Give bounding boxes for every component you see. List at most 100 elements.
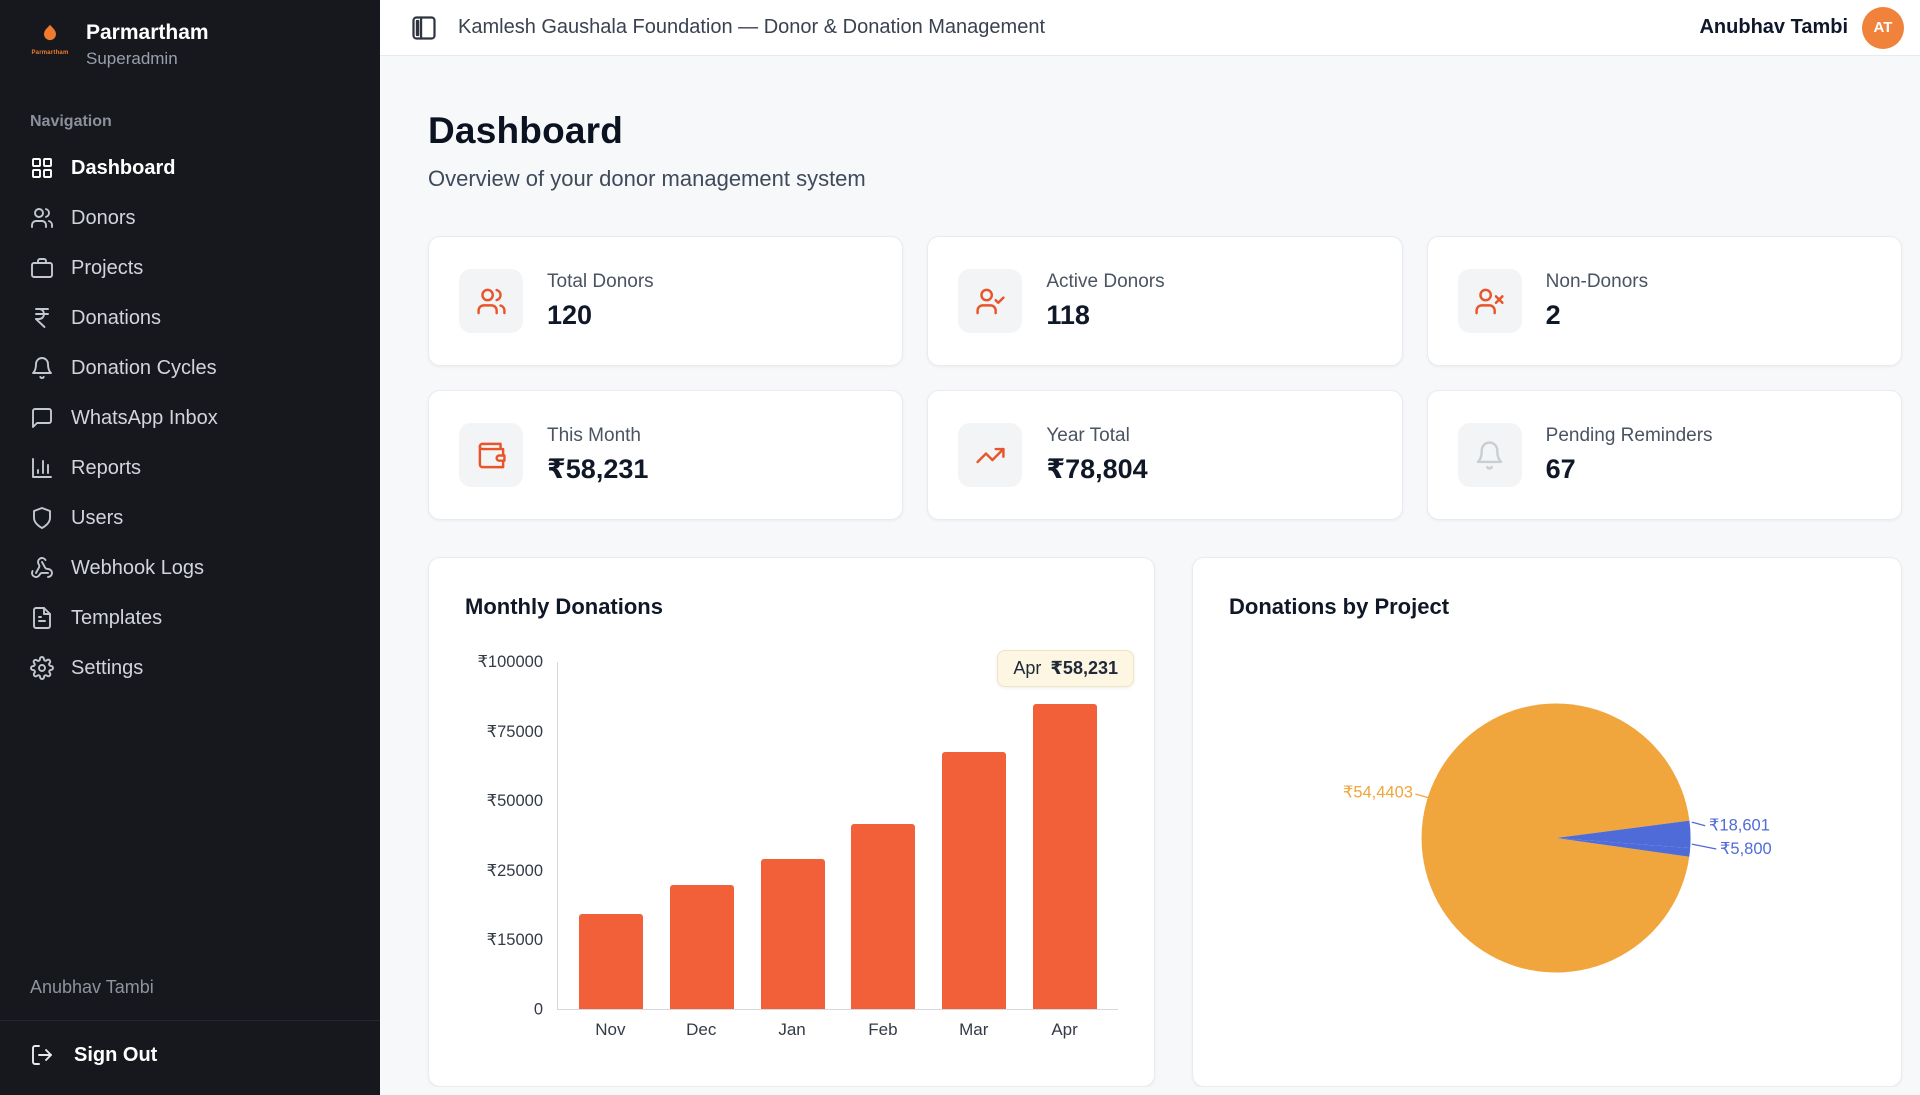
pie-chart: ₹54,4403 ₹18,601 ₹5,800 [1343,703,1772,973]
sidebar-item-label: Webhook Logs [71,556,205,579]
tooltip-value: ₹58,231 [1050,658,1118,678]
template-icon [33,607,51,630]
stat-value: 2 [1545,300,1561,330]
donors-icon [476,288,506,314]
sidebar-toggle-icon[interactable] [410,14,438,42]
sidebar-nav: Navigation Dashboard Donors Projects Don… [0,77,380,693]
avatar[interactable]: AT [1862,6,1904,49]
top-bar-user-name: Anubhav Tambi [1699,16,1848,38]
bar-dec[interactable] [669,885,734,1009]
stat-card-year-total: Year Total ₹78,804 [927,390,1403,520]
bell-icon [32,357,52,380]
bar-chart-bars [558,662,1118,1009]
sidebar-item-whatsapp-inbox[interactable]: WhatsApp Inbox [20,393,360,443]
stat-card-pending-reminders: Pending Reminders 67 [1426,390,1902,520]
bar-chart: ₹100000 ₹75000 ₹50000 ₹25000 ₹15000 0 Apr ₹58,… [465,650,1134,1019]
bar-jan[interactable] [760,858,825,1009]
pie-label-second: ₹18,601 [1709,817,1770,835]
sidebar-item-label: Dashboard [71,156,176,179]
sidebar-item-label: Projects [71,256,144,279]
stat-value: 67 [1545,454,1576,484]
donors-icon [31,208,53,229]
y-axis-label: ₹100000 [477,653,543,671]
sidebar-item-webhook-logs[interactable]: Webhook Logs [20,543,360,593]
pie-slices [1421,703,1691,973]
pie-leader-line [1691,821,1706,827]
stat-card-this-month: This Month ₹58,231 [428,390,904,520]
brand-logo: Parmartham [28,20,72,56]
sidebar-item-label: Donation Cycles [71,356,217,379]
page-content: Dashboard Overview of your donor managem… [380,56,1920,1087]
sidebar-item-reports[interactable]: Reports [20,443,360,493]
stat-text: Total Donors 120 [547,271,654,331]
sidebar-item-label: WhatsApp Inbox [71,406,218,429]
pie-slice[interactable] [1556,838,1691,857]
sidebar-item-dashboard[interactable]: Dashboard [20,143,360,193]
bar-chart-tooltip: Apr ₹58,231 [997,650,1134,687]
brand-name: Parmartham [86,21,209,44]
sidebar-item-settings[interactable]: Settings [20,643,360,693]
stat-text: Pending Reminders 67 [1546,425,1713,485]
sidebar-item-label: Users [71,506,124,529]
sidebar-item-label: Settings [71,656,144,679]
stat-label: Pending Reminders [1545,425,1713,446]
y-axis-label: ₹15000 [486,931,543,950]
stat-value: 120 [547,300,593,330]
stat-icon-tile [1457,269,1522,333]
sidebar-item-donors[interactable]: Donors [20,193,360,243]
brand-role: Superadmin [86,49,178,69]
pie-leader-line [1691,843,1717,850]
app-header-title: Kamlesh Gaushala Foundation — Donor & Do… [458,16,1046,38]
pie-slice[interactable] [1421,703,1690,973]
sign-out-button[interactable]: Sign Out [0,1020,380,1095]
donor-x-icon [1475,288,1504,314]
page-title: Dashboard [428,110,624,151]
bar-chart-x-labels: Nov Dec Jan Feb Mar Apr [557,1020,1118,1040]
flame-logo-icon [44,24,56,41]
sidebar-item-donations[interactable]: Donations [20,293,360,343]
bar-nov[interactable] [579,913,644,1009]
brand-header: Parmartham Parmartham Superadmin [0,0,380,77]
charts-row: Monthly Donations ₹100000 ₹75000 ₹50000 ₹25… [428,557,1902,1087]
stat-icon-tile [958,269,1023,333]
sidebar-item-donation-cycles[interactable]: Donation Cycles [20,343,360,393]
pie-label-third: ₹5,800 [1720,840,1772,858]
y-axis-label: 0 [533,1000,543,1019]
stat-icon-tile [459,269,523,333]
stat-value: ₹58,231 [547,454,649,484]
wallet-icon [478,442,506,468]
y-axis-label: ₹75000 [486,722,543,741]
webhook-icon [31,557,53,579]
stat-text: This Month ₹58,231 [547,425,648,485]
main-area: Kamlesh Gaushala Foundation — Donor & Do… [380,0,1920,1095]
bar-chart-icon [32,458,52,479]
donor-check-icon [976,288,1005,314]
sidebar-item-users[interactable]: Users [20,493,360,543]
sidebar-item-templates[interactable]: Templates [20,593,360,643]
pie-chart-title: Donations by Project [1229,594,1450,619]
projects-icon [31,258,53,279]
pie-label-main: ₹54,4403 [1343,784,1413,802]
sidebar-footer: Anubhav Tambi Sign Out [0,977,380,1095]
bar-mar[interactable] [941,752,1006,1009]
stat-value: ₹78,804 [1046,454,1148,484]
sidebar-item-label: Donations [71,306,162,329]
trend-up-icon [976,447,1005,463]
top-bar: Kamlesh Gaushala Foundation — Donor & Do… [380,0,1920,56]
tooltip-label: Apr [1013,658,1042,678]
sidebar-item-projects[interactable]: Projects [20,243,360,293]
pie-slice[interactable] [1556,820,1691,849]
logout-icon [32,1045,52,1065]
rupee-icon [35,308,49,329]
chat-icon [32,408,52,429]
stat-icon-tile [459,423,523,487]
sidebar-item-label: Templates [71,606,163,629]
sidebar-item-label: Reports [71,456,142,479]
sign-out-label: Sign Out [74,1043,158,1066]
bar-apr[interactable] [1032,703,1097,1009]
bar-feb[interactable] [851,824,916,1009]
stat-label: Active Donors [1046,271,1165,292]
x-axis-label: Feb [868,1020,898,1039]
stat-text: Year Total ₹78,804 [1046,425,1147,485]
bell-icon [1476,440,1503,470]
